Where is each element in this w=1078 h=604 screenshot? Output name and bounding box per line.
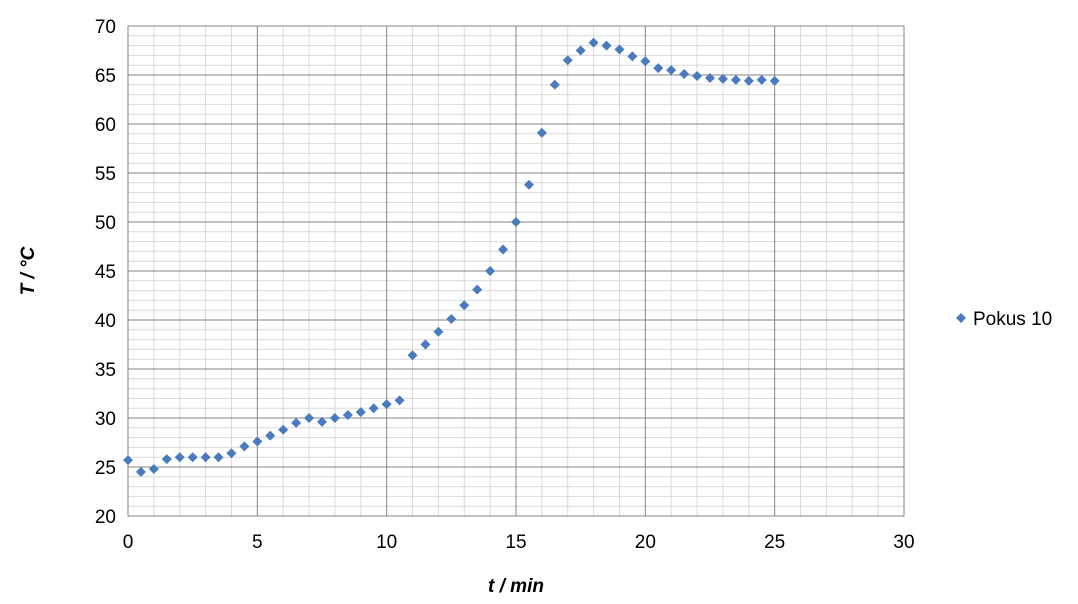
data-point	[640, 56, 651, 67]
y-tick-label: 35	[95, 360, 116, 381]
data-point	[278, 424, 289, 435]
data-point	[511, 217, 521, 227]
data-point	[381, 399, 392, 410]
data-point	[446, 314, 457, 325]
y-tick-label: 55	[95, 164, 116, 185]
data-point	[666, 65, 677, 76]
y-tick-label: 60	[95, 115, 116, 136]
data-point	[549, 79, 560, 90]
x-tick-label: 25	[764, 532, 785, 553]
data-point	[265, 430, 276, 441]
y-tick-label: 45	[95, 262, 116, 283]
y-tick-label: 65	[95, 66, 116, 87]
data-point	[420, 339, 431, 350]
data-point	[536, 127, 547, 138]
x-axis-title: t / min	[488, 576, 544, 597]
data-point	[174, 452, 185, 463]
data-point	[679, 69, 690, 80]
x-tick-label: 5	[252, 532, 263, 553]
data-point	[459, 300, 470, 311]
data-point	[756, 74, 767, 85]
data-point	[523, 179, 534, 190]
data-point	[148, 463, 159, 474]
data-point	[433, 326, 444, 337]
data-point	[368, 403, 379, 414]
y-tick-labels: 20 25 30 35 40 45 50 55 60 65 70	[95, 17, 116, 528]
plot-area-border	[127, 25, 905, 517]
data-point	[498, 244, 509, 255]
data-point	[239, 441, 250, 452]
data-point	[485, 266, 496, 276]
data-point	[252, 436, 263, 447]
data-point	[317, 416, 327, 427]
data-point	[601, 40, 612, 51]
data-point	[213, 452, 224, 463]
x-tick-label: 30	[893, 532, 914, 553]
data-point	[304, 413, 315, 423]
y-tick-label: 40	[95, 311, 116, 332]
legend: Pokus 10	[956, 309, 1052, 330]
data-point	[342, 410, 353, 421]
data-point	[226, 448, 237, 459]
y-tick-label: 20	[95, 507, 116, 528]
data-point	[588, 37, 599, 48]
legend-marker	[956, 313, 966, 323]
data-point	[614, 44, 625, 55]
data-point	[329, 413, 340, 423]
y-tick-label: 25	[95, 458, 116, 479]
legend-label: Pokus 10	[973, 309, 1052, 330]
data-point	[562, 55, 573, 66]
data-point	[123, 455, 133, 466]
data-point	[472, 284, 483, 295]
x-tick-label: 0	[123, 532, 134, 553]
data-point	[743, 75, 754, 86]
data-point	[355, 407, 366, 418]
data-point	[717, 73, 728, 84]
data-point	[730, 74, 741, 85]
data-point	[161, 454, 172, 465]
data-point	[705, 72, 715, 83]
data-point	[575, 45, 586, 56]
data-point	[769, 75, 780, 86]
y-tick-label: 30	[95, 409, 116, 430]
data-point	[187, 452, 198, 463]
y-axis-title: T / °C	[18, 246, 39, 295]
data-point	[653, 63, 664, 74]
data-point	[291, 417, 302, 428]
data-point	[200, 452, 211, 463]
x-tick-label: 20	[635, 532, 656, 553]
x-tick-labels: 0 5 10 15 20 25 30	[123, 532, 915, 553]
data-point	[407, 350, 418, 361]
y-tick-label: 50	[95, 213, 116, 234]
x-tick-label: 10	[376, 532, 397, 553]
data-point	[692, 70, 703, 81]
y-tick-label: 70	[95, 17, 116, 38]
data-point	[627, 51, 638, 62]
x-tick-label: 15	[505, 532, 526, 553]
data-point	[135, 466, 146, 477]
data-points	[123, 37, 780, 477]
data-point	[394, 395, 405, 406]
